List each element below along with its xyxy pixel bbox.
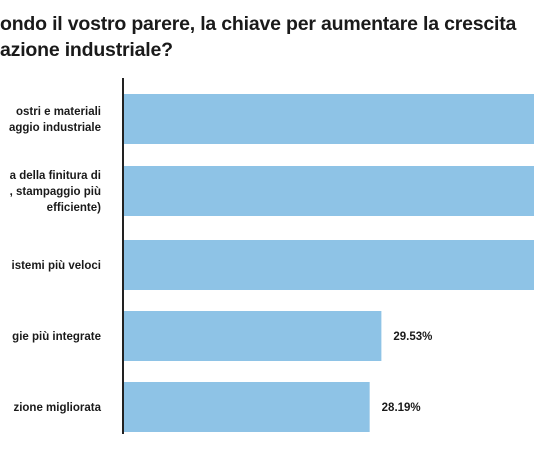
category-label-5-line-1: zione migliorata [13,402,101,414]
bar-4 [123,311,382,361]
bar-2 [123,166,534,216]
bar-5 [123,382,370,432]
value-label-5: 28.19% [382,402,421,414]
category-label-2-line-2: , stampaggio più [10,186,101,198]
bar-1 [123,94,534,144]
bar-3 [123,240,534,290]
category-label-2-line-1: a della finitura di [10,170,101,182]
chart-title: ondo il vostro parere, la chiave per aum… [0,11,534,63]
chart-title-line-1: ondo il vostro parere, la chiave per aum… [0,13,517,35]
category-label-4-line-1: gie più integrate [12,331,101,343]
chart-title-line-2: azione industriale? [0,39,173,61]
value-label-4: 29.53% [393,331,432,343]
category-label-1-line-2: aggio industriale [9,122,101,134]
category-label-1-line-1: ostri e materiali [16,106,101,118]
category-label-2-line-3: efficiente) [47,202,101,214]
category-label-3-line-1: istemi più veloci [12,260,101,272]
